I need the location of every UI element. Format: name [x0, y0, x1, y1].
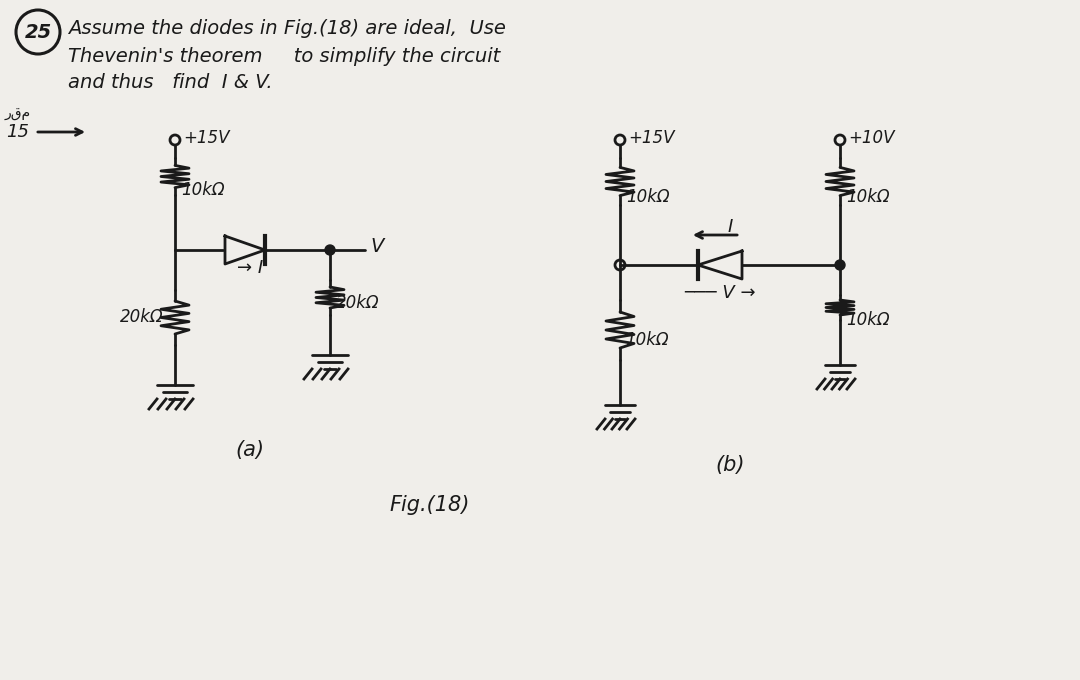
Text: (b): (b): [715, 455, 745, 475]
Text: +15V: +15V: [183, 129, 229, 147]
Text: رقم: رقم: [5, 106, 31, 120]
Text: ─── V →: ─── V →: [685, 284, 756, 302]
Text: 10kΩ: 10kΩ: [626, 188, 670, 207]
Text: 15: 15: [6, 123, 29, 141]
Text: 10kΩ: 10kΩ: [846, 311, 890, 329]
Text: 10kΩ: 10kΩ: [181, 181, 225, 199]
Text: 10kΩ: 10kΩ: [846, 188, 890, 207]
Text: → I: → I: [237, 259, 264, 277]
Text: 25: 25: [25, 22, 52, 41]
Text: V: V: [370, 237, 383, 256]
Text: 10kΩ: 10kΩ: [625, 331, 669, 349]
Text: (a): (a): [235, 440, 265, 460]
Text: +10V: +10V: [848, 129, 894, 147]
Text: 20kΩ: 20kΩ: [336, 294, 380, 311]
Text: I: I: [727, 218, 732, 236]
Text: 20kΩ: 20kΩ: [120, 309, 164, 326]
Text: Assume the diodes in Fig.(18) are ideal,  Use: Assume the diodes in Fig.(18) are ideal,…: [68, 20, 505, 39]
Circle shape: [835, 260, 845, 270]
Text: +15V: +15V: [627, 129, 675, 147]
Text: Thevenin's theorem     to simplify the circuit: Thevenin's theorem to simplify the circu…: [68, 46, 500, 65]
Circle shape: [325, 245, 335, 255]
Text: Fig.(18): Fig.(18): [390, 495, 470, 515]
Text: and thus   find  I & V.: and thus find I & V.: [68, 73, 272, 92]
